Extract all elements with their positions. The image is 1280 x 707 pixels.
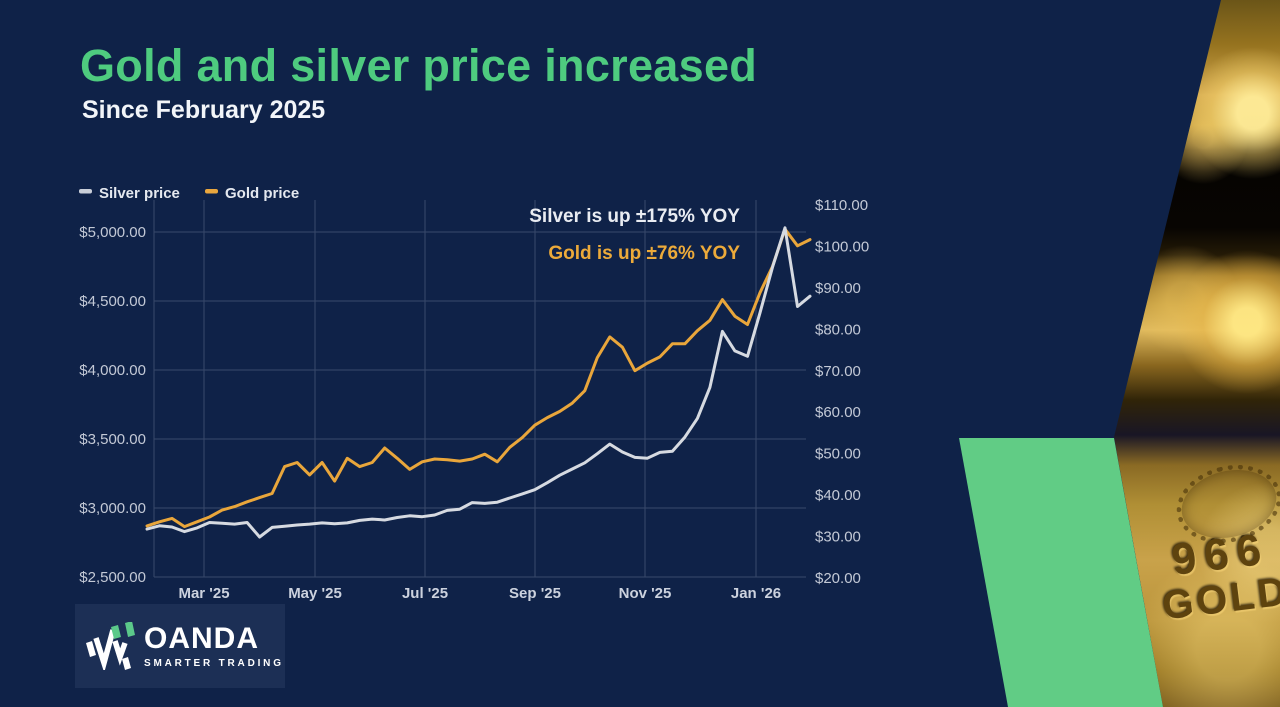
svg-text:$60.00: $60.00: [815, 404, 861, 421]
svg-text:$5,000.00: $5,000.00: [79, 224, 146, 241]
svg-text:Sep '25: Sep '25: [509, 585, 561, 602]
svg-text:$80.00: $80.00: [815, 321, 861, 338]
svg-text:$40.00: $40.00: [815, 487, 861, 504]
svg-text:$2,500.00: $2,500.00: [79, 569, 146, 586]
svg-text:Silver is up ±175% YOY: Silver is up ±175% YOY: [529, 206, 740, 227]
page-subtitle: Since February 2025: [82, 96, 326, 124]
svg-text:$70.00: $70.00: [815, 363, 861, 380]
svg-text:Gold price: Gold price: [225, 185, 299, 202]
brand-tagline: SMARTER TRADING: [144, 657, 284, 669]
gold-bar-stamp: 966 GOLD: [1133, 522, 1280, 630]
svg-text:May '25: May '25: [288, 585, 342, 602]
svg-text:Nov '25: Nov '25: [619, 585, 672, 602]
svg-text:$30.00: $30.00: [815, 529, 861, 546]
oanda-logo-mark-icon: [86, 622, 135, 670]
brand-name: OANDA: [144, 621, 259, 655]
svg-text:Gold is up ±76% YOY: Gold is up ±76% YOY: [548, 243, 740, 264]
svg-text:$110.00: $110.00: [815, 197, 868, 214]
oanda-logo: OANDA SMARTER TRADING: [75, 604, 285, 688]
svg-text:Jul '25: Jul '25: [402, 585, 448, 602]
svg-text:Mar '25: Mar '25: [178, 585, 229, 602]
svg-text:$4,500.00: $4,500.00: [79, 293, 146, 310]
svg-text:$4,000.00: $4,000.00: [79, 362, 146, 379]
svg-text:$50.00: $50.00: [815, 446, 861, 463]
page-title: Gold and silver price increased: [80, 40, 758, 91]
price-chart: $2,500.00 $3,000.00 $3,500.00 $4,000.00 $4,5…: [79, 185, 869, 602]
svg-text:$90.00: $90.00: [815, 280, 861, 297]
svg-text:$3,500.00: $3,500.00: [79, 431, 146, 448]
svg-text:Silver price: Silver price: [99, 185, 180, 202]
svg-text:$3,000.00: $3,000.00: [79, 500, 146, 517]
svg-text:$100.00: $100.00: [815, 238, 869, 255]
svg-text:$20.00: $20.00: [815, 570, 861, 587]
svg-text:Jan '26: Jan '26: [731, 585, 781, 602]
